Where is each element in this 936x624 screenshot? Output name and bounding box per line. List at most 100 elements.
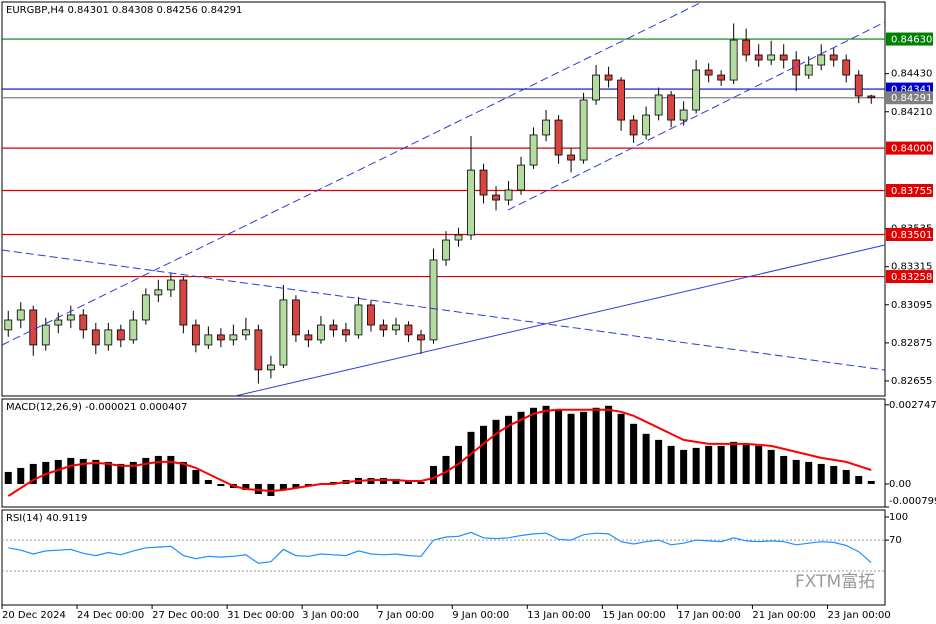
price-level-box xyxy=(886,227,933,241)
price-level-label: 0.83258 xyxy=(891,272,932,283)
candle-body xyxy=(417,334,425,341)
y-tick-label: 0.82655 xyxy=(891,376,932,387)
macd-bar xyxy=(767,449,775,484)
macd-bar xyxy=(480,425,488,484)
x-tick-label: 27 Dec 00:00 xyxy=(152,610,219,621)
price-level-label: 0.84291 xyxy=(891,93,932,104)
candle-body xyxy=(66,314,75,321)
x-tick-label: 17 Jan 00:00 xyxy=(677,610,740,621)
signal-line xyxy=(7,408,872,497)
macd-bar xyxy=(830,465,838,484)
candle-body xyxy=(867,95,876,99)
y-tick-label: 0.83095 xyxy=(891,300,932,311)
candle-body xyxy=(141,294,150,321)
macd-bar xyxy=(717,445,725,484)
x-tick-label: 7 Jan 00:00 xyxy=(377,610,434,621)
y-tick-label: 0.82875 xyxy=(891,338,932,349)
candle-body xyxy=(392,324,400,331)
macd-bar xyxy=(692,447,700,484)
macd-bar xyxy=(842,469,850,484)
candle-body xyxy=(179,279,188,326)
macd-bar xyxy=(655,439,663,484)
candle-body xyxy=(292,299,300,336)
macd-bar xyxy=(42,461,50,484)
price-level-box xyxy=(886,184,933,198)
channel-lower-line xyxy=(507,21,886,211)
macd-bar xyxy=(4,471,12,484)
y-tick-label: 0.002747 xyxy=(889,400,936,411)
macd-bar xyxy=(392,478,400,484)
candle-body xyxy=(154,289,163,296)
macd-bar xyxy=(154,455,162,484)
macd-bar xyxy=(505,415,513,484)
macd-bar xyxy=(780,455,788,484)
macd-bar xyxy=(817,463,825,484)
macd-bar xyxy=(630,423,638,484)
x-tick-label: 31 Dec 00:00 xyxy=(227,610,294,621)
channel-upper-line xyxy=(1,2,701,346)
candle-body xyxy=(617,79,626,121)
candle-body xyxy=(104,329,113,346)
macd-bar xyxy=(530,407,538,484)
macd-bar xyxy=(555,409,563,484)
x-tick-label: 3 Jan 00:00 xyxy=(302,610,359,621)
macd-bar xyxy=(167,455,175,484)
y-tick-label: -0.000799 xyxy=(889,496,936,507)
macd-bar xyxy=(17,467,25,484)
candle-body xyxy=(479,169,488,196)
candle-body xyxy=(454,234,463,241)
candle-body xyxy=(342,329,350,336)
panel-title: MACD(12,26,9) -0.000021 0.000407 xyxy=(6,402,187,413)
candle-body xyxy=(542,119,550,136)
macd-bar xyxy=(642,433,650,484)
candle-body xyxy=(354,304,363,336)
macd-bar xyxy=(104,461,112,484)
watermark: FXTM富拓 xyxy=(795,572,875,592)
macd-bar xyxy=(179,461,187,484)
x-tick-label: 23 Jan 00:00 xyxy=(827,610,890,621)
macd-bar xyxy=(592,407,600,484)
candle-body xyxy=(16,309,25,321)
candle-body xyxy=(404,324,413,336)
price-level-box xyxy=(886,91,933,105)
macd-bar xyxy=(805,461,813,484)
candle-body xyxy=(216,334,225,341)
y-tick-label: 0.84210 xyxy=(891,107,932,118)
candle-body xyxy=(679,109,688,121)
candle-body xyxy=(842,59,851,76)
macd-bar xyxy=(680,449,688,484)
candle-body xyxy=(279,299,288,366)
candle-body xyxy=(804,64,813,76)
y-tick-label: 0.00 xyxy=(889,479,911,490)
price-level-label: 0.83501 xyxy=(891,230,932,241)
candle-body xyxy=(717,74,726,81)
candle-body xyxy=(504,189,513,201)
y-tick-label: 100 xyxy=(889,512,908,523)
macd-bar xyxy=(279,483,287,491)
candle-body xyxy=(191,324,200,346)
macd-bar xyxy=(79,458,87,484)
macd-bar xyxy=(580,411,588,484)
candle-body xyxy=(367,304,375,326)
candle-body xyxy=(116,329,125,341)
price-level-box xyxy=(886,32,933,46)
candle-body xyxy=(329,324,338,331)
candle-body xyxy=(4,319,13,331)
candle-body xyxy=(529,134,538,166)
candle-body xyxy=(304,334,313,341)
macd-bar xyxy=(92,459,100,484)
x-tick-label: 15 Jan 00:00 xyxy=(602,610,665,621)
macd-bar xyxy=(742,443,750,484)
candle-body xyxy=(254,329,263,371)
macd-bar xyxy=(67,457,75,484)
macd-bar xyxy=(292,483,300,488)
macd-bar xyxy=(605,405,613,484)
candle-body xyxy=(429,259,438,341)
price-level-label: 0.83755 xyxy=(891,186,932,197)
macd-bar xyxy=(567,413,575,484)
candle-body xyxy=(629,119,638,136)
macd-bar xyxy=(855,475,863,484)
candle-body xyxy=(379,324,388,331)
descending-line xyxy=(1,249,886,371)
